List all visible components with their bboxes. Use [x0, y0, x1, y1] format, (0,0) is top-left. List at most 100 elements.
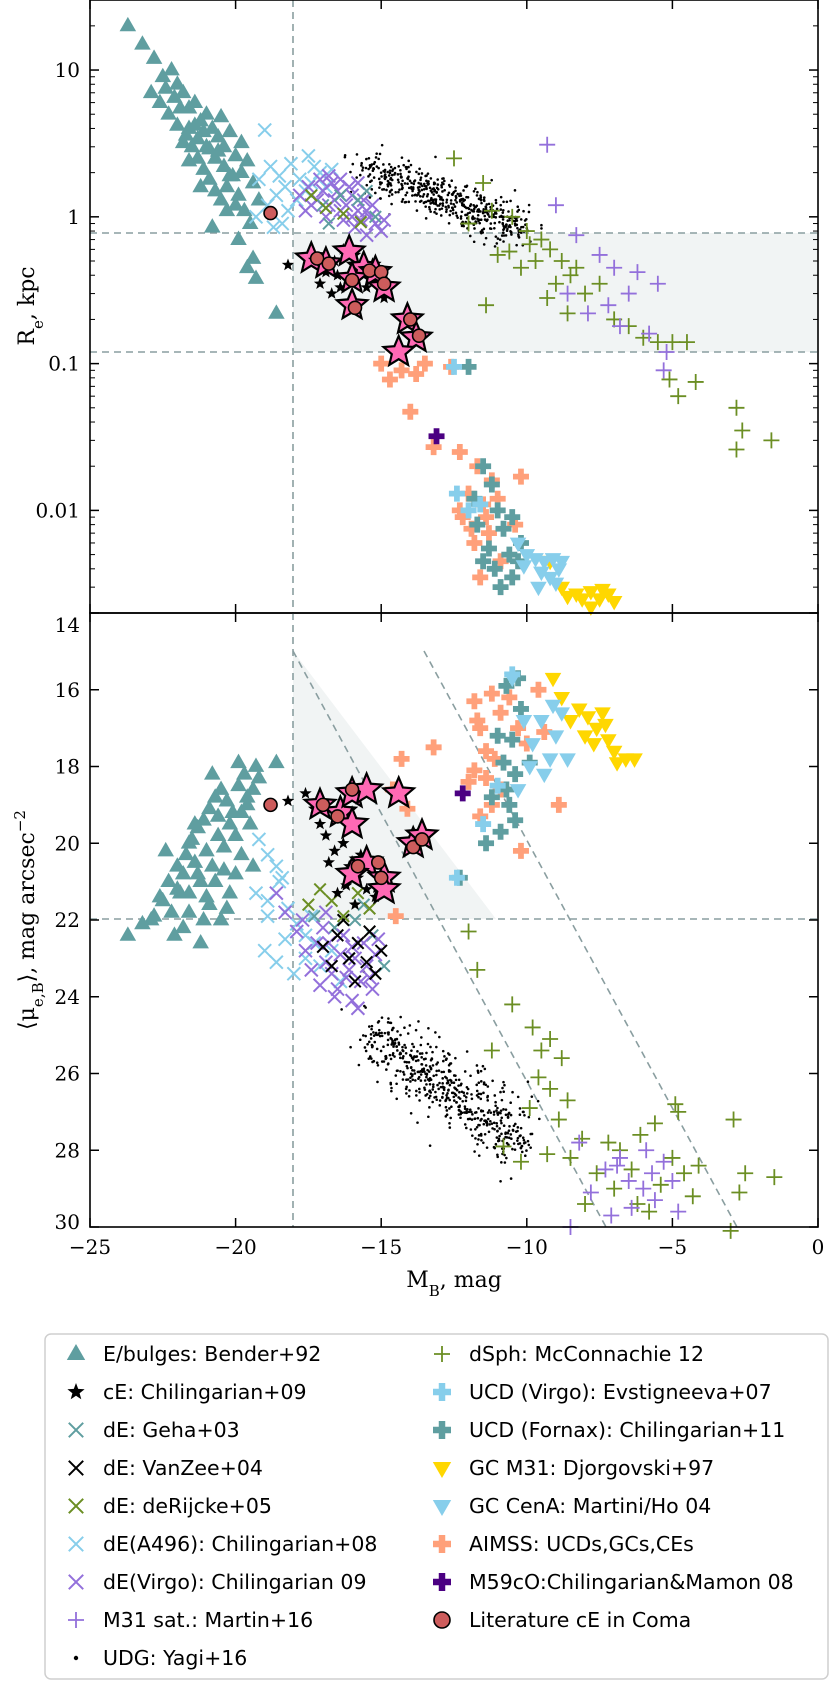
m31sat-point [611, 318, 628, 335]
udg-point [502, 234, 506, 237]
udg-point [448, 1121, 451, 1125]
gccena-point [541, 753, 559, 768]
a496-point [269, 955, 284, 970]
ce09-point [377, 291, 391, 304]
coma-point [263, 797, 278, 813]
udg-point [412, 180, 416, 183]
udg-point [396, 1049, 399, 1052]
udg-point [367, 1040, 371, 1044]
dsph-point [542, 241, 559, 258]
udg-point [496, 1106, 499, 1110]
udg-point [501, 218, 505, 221]
udg-point [446, 1079, 450, 1082]
aimss-point [469, 712, 486, 729]
udg-point [510, 1137, 513, 1141]
udg-point [463, 1070, 467, 1073]
udg-point [504, 1113, 508, 1117]
udg-point [471, 1113, 474, 1116]
udg-point [436, 204, 439, 207]
udg-point [458, 1109, 461, 1112]
dsph-point [577, 285, 594, 302]
udg-point [364, 1049, 368, 1053]
dsph-point [518, 223, 535, 240]
m31sat-point [582, 1184, 599, 1201]
udg-point [434, 207, 437, 211]
ce09-point [331, 886, 344, 899]
ebulge-point [221, 884, 239, 899]
udg-point [407, 175, 410, 178]
dsph-point [734, 422, 751, 439]
udg-point [508, 1124, 511, 1128]
dsph-point [562, 1149, 579, 1166]
coma-point [321, 256, 337, 271]
udg-point [522, 1138, 526, 1142]
ce09-point [328, 844, 341, 857]
udg-point [454, 1078, 458, 1082]
udg-point [450, 1105, 453, 1108]
udg-point [435, 1069, 438, 1073]
virgo-point [356, 192, 371, 208]
m31sat-point [655, 362, 672, 379]
bottom-ytick-label: 14 [55, 613, 80, 637]
udg-point [374, 191, 377, 195]
dsph-point [684, 1188, 701, 1205]
udg-point [417, 188, 421, 192]
coma-ce-star [366, 870, 403, 905]
gccena-point [553, 555, 571, 571]
ebulge-point [238, 795, 256, 811]
legend-marker-dsph [434, 1346, 450, 1362]
udg-point [368, 173, 372, 176]
gcm31-point [597, 718, 614, 734]
udg-point [509, 1101, 512, 1105]
gcm31-point [579, 711, 597, 726]
udg-point [469, 1074, 472, 1078]
legend-marker-ucdv [433, 1383, 451, 1401]
udg-point [393, 1055, 396, 1058]
ucdv-point [446, 358, 462, 375]
udg-point [440, 196, 443, 199]
coma-point [376, 276, 392, 292]
legend-marker-geha [68, 1422, 84, 1438]
derijcke-point [351, 886, 365, 900]
aimss-point [530, 681, 547, 698]
udg-point [385, 1056, 388, 1060]
ebulge-point [201, 799, 218, 815]
a496-point [280, 203, 296, 218]
udg-point [480, 1117, 483, 1121]
udg-point [387, 174, 391, 177]
udg-point [434, 1031, 437, 1034]
udg-point [376, 1063, 380, 1067]
virgo-point [353, 974, 369, 989]
aimss-point [478, 509, 495, 526]
dsph-point [553, 253, 570, 270]
udg-point [477, 1092, 481, 1096]
udg-point [424, 217, 428, 220]
udg-point [435, 1073, 438, 1077]
udg-point [452, 1081, 456, 1085]
aimss-point [492, 704, 509, 721]
udg-point [452, 190, 456, 194]
udg-point [455, 1101, 458, 1104]
dsph-point [495, 1138, 512, 1155]
udg-point [504, 1108, 508, 1111]
udg-point [433, 189, 437, 192]
gccena-point [535, 768, 553, 784]
udg-point [351, 162, 355, 166]
udg-point [428, 1144, 432, 1147]
udg-point [502, 224, 506, 228]
udg-point [469, 203, 473, 206]
udg-point [372, 1031, 375, 1034]
aimss-point [425, 439, 442, 456]
udg-point [369, 1037, 373, 1040]
udg-point [517, 1142, 520, 1146]
gcm31-point [608, 757, 626, 772]
legend-item-ebulge: E/bulges: Bender+92 [66, 1342, 321, 1366]
udg-point [445, 1109, 449, 1112]
udg-point [447, 1088, 450, 1092]
a496-point [275, 870, 290, 885]
udg-point [428, 186, 432, 190]
ucdv-point [489, 777, 506, 794]
udg-point [365, 183, 369, 187]
legend-item-derijcke: dE: deRijcke+05 [68, 1494, 272, 1518]
udg-point [472, 210, 476, 213]
